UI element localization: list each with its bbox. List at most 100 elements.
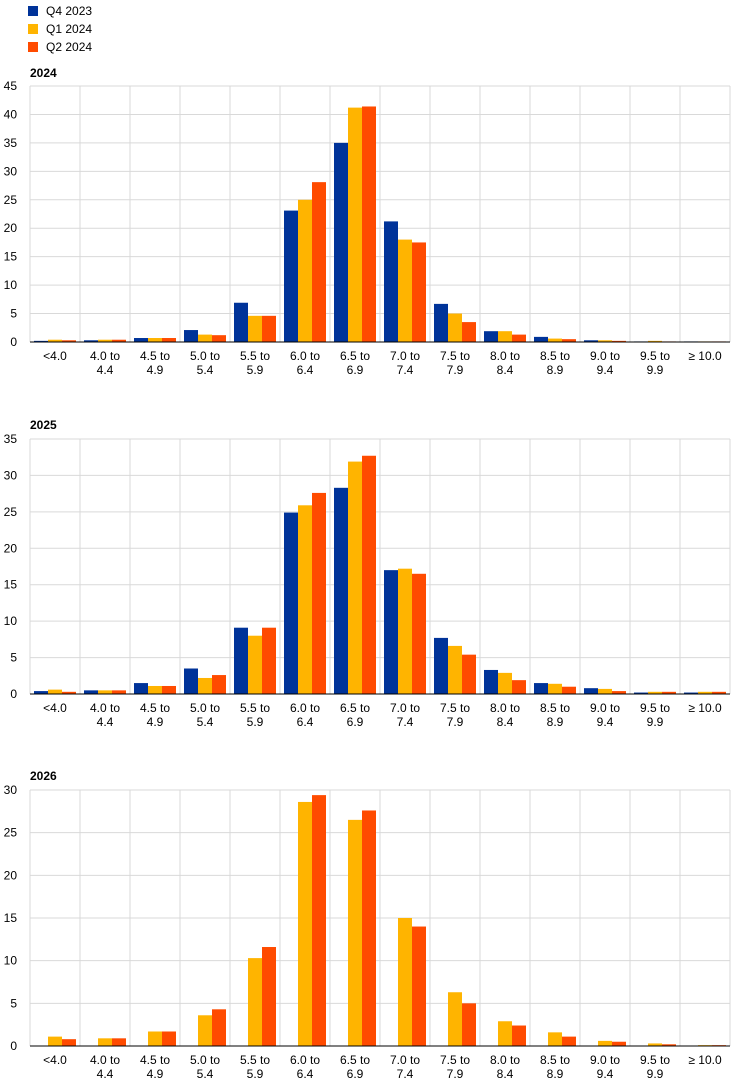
- x-tick-label-line: 4.9: [147, 1067, 164, 1081]
- x-tick-label: 5.5 to 5.9: [240, 1053, 270, 1081]
- bar: [62, 691, 76, 694]
- bar: [348, 107, 362, 343]
- y-tick-label: 25: [4, 505, 18, 519]
- x-tick-label: <4.0: [43, 1053, 67, 1067]
- bar: [112, 690, 126, 694]
- x-tick-label: 7.5 to 7.9: [440, 701, 470, 729]
- x-tick-label-line: 8.9: [547, 363, 564, 377]
- bar: [284, 210, 298, 342]
- x-tick-label: 9.5 to 9.9: [640, 701, 670, 729]
- bar: [498, 1021, 512, 1046]
- bar: [512, 680, 526, 694]
- x-tick-label: 7.0 to 7.4: [390, 701, 420, 729]
- bar: [112, 339, 126, 342]
- x-tick-label-line: 4.5 to: [140, 701, 170, 715]
- bar: [398, 239, 412, 342]
- bar: [548, 338, 562, 342]
- y-tick-label: 15: [4, 911, 18, 925]
- bar: [148, 1031, 162, 1046]
- bar: [548, 683, 562, 694]
- x-tick-label-line: 6.5 to: [340, 701, 370, 715]
- x-tick-label: 4.5 to 4.9: [140, 349, 170, 377]
- bar: [48, 689, 62, 694]
- x-tick-label-line: 5.9: [247, 363, 264, 377]
- x-tick-label: ≥ 10.0: [688, 349, 722, 363]
- x-tick-label-line: 8.4: [497, 363, 514, 377]
- x-tick-label: 8.0 to 8.4: [490, 1053, 520, 1081]
- x-tick-label: 5.5 to 5.9: [240, 701, 270, 729]
- x-tick-label-line: 4.0 to: [90, 701, 120, 715]
- x-tick-label-line: 7.0 to: [390, 701, 420, 715]
- x-tick-label-line: 5.9: [247, 715, 264, 729]
- bar: [234, 627, 248, 694]
- x-tick-label-line: 8.4: [497, 715, 514, 729]
- bar: [98, 339, 112, 342]
- bar: [234, 302, 248, 342]
- x-tick-label-line: 6.0 to: [290, 701, 320, 715]
- x-tick-label: 4.0 to 4.4: [90, 1053, 120, 1081]
- x-tick-label-line: 8.5 to: [540, 1053, 570, 1067]
- x-tick-label-line: 5.4: [197, 715, 214, 729]
- bar: [98, 690, 112, 694]
- x-tick-label-line: 7.0 to: [390, 1053, 420, 1067]
- x-tick-label-line: 6.9: [347, 1067, 364, 1081]
- x-tick-label-line: 7.4: [397, 1067, 414, 1081]
- y-tick-label: 10: [4, 614, 18, 628]
- x-tick-label-line: 9.5 to: [640, 701, 670, 715]
- bar: [598, 340, 612, 342]
- x-tick-label-line: ≥ 10.0: [688, 701, 722, 715]
- bar: [434, 303, 448, 342]
- bar: [662, 1044, 676, 1046]
- bar: [212, 1009, 226, 1046]
- bar: [612, 1041, 626, 1046]
- x-tick-label-line: 9.4: [597, 715, 614, 729]
- x-tick-label-line: 5.9: [247, 1067, 264, 1081]
- x-tick-label-line: 5.4: [197, 1067, 214, 1081]
- y-tick-label: 35: [4, 432, 18, 446]
- x-tick-label-line: 4.5 to: [140, 349, 170, 363]
- bar: [62, 340, 76, 342]
- x-tick-label-line: 9.0 to: [590, 1053, 620, 1067]
- bar: [62, 1039, 76, 1046]
- x-tick-label-line: 5.4: [197, 363, 214, 377]
- x-tick-label-line: 7.0 to: [390, 349, 420, 363]
- x-tick-label-line: 8.0 to: [490, 349, 520, 363]
- y-tick-label: 20: [4, 541, 18, 555]
- x-tick-label-line: 4.5 to: [140, 1053, 170, 1067]
- x-tick-label-line: 8.4: [497, 1067, 514, 1081]
- y-tick-label: 30: [4, 164, 18, 178]
- x-tick-label: 4.0 to 4.4: [90, 701, 120, 729]
- y-tick-label: 35: [4, 136, 18, 150]
- bar: [48, 339, 62, 342]
- x-tick-label: 5.5 to 5.9: [240, 349, 270, 377]
- bar: [162, 685, 176, 694]
- bar: [498, 672, 512, 694]
- x-tick-label-line: 9.5 to: [640, 349, 670, 363]
- bar: [662, 691, 676, 694]
- x-tick-label-line: 4.4: [97, 715, 114, 729]
- bar: [512, 334, 526, 342]
- x-tick-label-line: 5.5 to: [240, 1053, 270, 1067]
- bar: [248, 635, 262, 694]
- chart-title: 2025: [30, 418, 57, 432]
- y-tick-label: 30: [4, 468, 18, 482]
- legend-swatch: [28, 42, 38, 52]
- x-tick-label-line: 9.4: [597, 1067, 614, 1081]
- x-tick-label-line: <4.0: [43, 349, 67, 363]
- x-tick-label: 5.0 to 5.4: [190, 349, 220, 377]
- bar: [498, 331, 512, 342]
- bar: [534, 336, 548, 342]
- legend-label: Q2 2024: [46, 40, 93, 54]
- bar: [298, 801, 312, 1046]
- bar: [34, 691, 48, 694]
- bar: [262, 947, 276, 1046]
- x-tick-label-line: 9.0 to: [590, 349, 620, 363]
- x-tick-label-line: 8.0 to: [490, 701, 520, 715]
- x-tick-label-line: 6.4: [297, 363, 314, 377]
- bar: [212, 675, 226, 694]
- x-tick-label-line: 7.4: [397, 715, 414, 729]
- bar: [184, 668, 198, 694]
- legend-item-q2-2024: Q2 2024: [28, 38, 92, 56]
- x-tick-label: 7.0 to 7.4: [390, 1053, 420, 1081]
